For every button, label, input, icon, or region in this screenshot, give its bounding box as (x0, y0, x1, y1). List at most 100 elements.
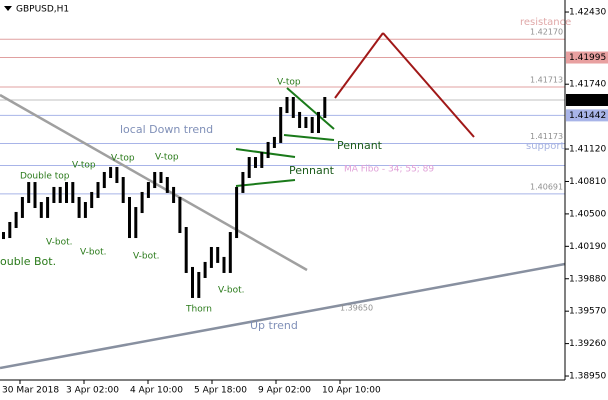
candle (191, 266, 194, 298)
pennant-label: Pennant (289, 164, 335, 177)
up-trend-line (0, 262, 566, 370)
candle (159, 171, 163, 184)
y-tick-label: 1.39570 (569, 307, 606, 317)
level-label: 1.40691 (530, 182, 563, 191)
candle (39, 202, 43, 218)
price-box-label: 1.41589 (569, 95, 606, 105)
pennant-line (235, 179, 296, 187)
candle (241, 171, 245, 193)
candle (140, 191, 144, 214)
candle (291, 96, 295, 118)
candle (235, 186, 239, 239)
level-label: 1.39650 (340, 304, 373, 313)
price-series (2, 96, 327, 298)
level-label: 1.41713 (530, 76, 563, 85)
forecast-arrow (334, 32, 384, 99)
candle (216, 246, 220, 263)
candle (310, 116, 314, 134)
candle (285, 96, 289, 114)
pattern-label: Double top (20, 172, 70, 182)
pattern-label: V-bot. (133, 252, 160, 262)
candle (272, 136, 276, 148)
pattern-label: ouble Bot. (0, 255, 56, 268)
candle (298, 111, 302, 128)
candle (222, 256, 226, 273)
x-tick-label: 4 Apr 10:00 (130, 386, 183, 396)
price-box (566, 93, 608, 106)
pattern-label: Thorn (185, 305, 212, 315)
pennant-line (235, 148, 296, 158)
x-tick-label: 10 Apr 10:00 (322, 386, 381, 396)
candle (52, 186, 56, 203)
candle (65, 182, 68, 203)
symbol-label: GBPUSD,H1 (16, 5, 69, 15)
candle (115, 166, 119, 184)
candle (121, 177, 125, 203)
y-tick-label: 1.40810 (569, 177, 606, 187)
pattern-label: V-bot. (80, 248, 107, 258)
candle (178, 196, 182, 234)
price-box (566, 109, 608, 122)
candle (197, 271, 201, 298)
candle (134, 207, 138, 239)
candle (153, 171, 157, 189)
candle (209, 246, 213, 268)
x-tick-label: 3 Apr 02:00 (66, 386, 119, 396)
axis: 1.42430 1.41740 1.41120 1.40810 1.40500 1.401… (2, 8, 608, 396)
menu-arrow[interactable] (4, 6, 12, 11)
candle (304, 116, 308, 128)
x-tick-label: 9 Apr 02:00 (258, 386, 311, 396)
y-tick-label: 1.40190 (569, 242, 606, 252)
x-tick-label: 5 Apr 18:00 (194, 386, 247, 396)
candle (254, 157, 257, 168)
pattern-label: V-bot. (46, 238, 73, 248)
pennant-label: Pennant (337, 139, 383, 152)
candle (323, 96, 327, 118)
candle (27, 182, 31, 203)
candle (165, 177, 169, 193)
ma-label: MA Fibo - 34; 55; 89 (344, 165, 434, 175)
candle (14, 211, 18, 228)
candle (71, 182, 75, 203)
candle (77, 196, 81, 218)
y-tick-label: 1.41120 (569, 145, 606, 155)
levels: 1.42170 1.41713 1.41173 1.40691 (0, 28, 565, 195)
candle (172, 186, 176, 203)
candle (33, 182, 37, 209)
candle (96, 182, 100, 198)
forecast-arrow (382, 32, 475, 138)
y-tick-label: 1.40500 (569, 209, 606, 219)
pattern-label: V-top (111, 154, 135, 164)
price-box-label: 1.41442 (569, 111, 606, 121)
candle (58, 186, 62, 203)
level-label: 1.41173 (530, 132, 563, 141)
candle (128, 196, 131, 239)
down-trend-label: local Down trend (120, 123, 213, 136)
candle (83, 202, 87, 218)
price-box-label: 1.41995 (569, 53, 606, 63)
y-tick-label: 1.39260 (569, 339, 606, 349)
y-tick-label: 1.42430 (569, 8, 606, 18)
pennant-line (286, 87, 335, 130)
candle (260, 152, 264, 168)
candle (317, 111, 320, 134)
candle (46, 196, 50, 218)
y-tick-label: 1.41740 (569, 80, 606, 90)
candle (2, 232, 5, 240)
up-trend-label: Up trend (250, 319, 298, 332)
candle (247, 157, 251, 178)
candle (146, 182, 150, 198)
candle (279, 107, 283, 143)
y-tick-label: 1.39880 (569, 274, 606, 284)
candle (184, 227, 188, 273)
pattern-label: V-bot. (218, 286, 245, 296)
y-tick-label: 1.38950 (569, 372, 606, 382)
candle (102, 171, 106, 189)
candle (203, 261, 207, 278)
support-label: support (526, 141, 564, 152)
level-label: 1.42170 (530, 28, 563, 37)
resistance-label: resistance (520, 17, 571, 28)
pennant-line (283, 134, 335, 141)
